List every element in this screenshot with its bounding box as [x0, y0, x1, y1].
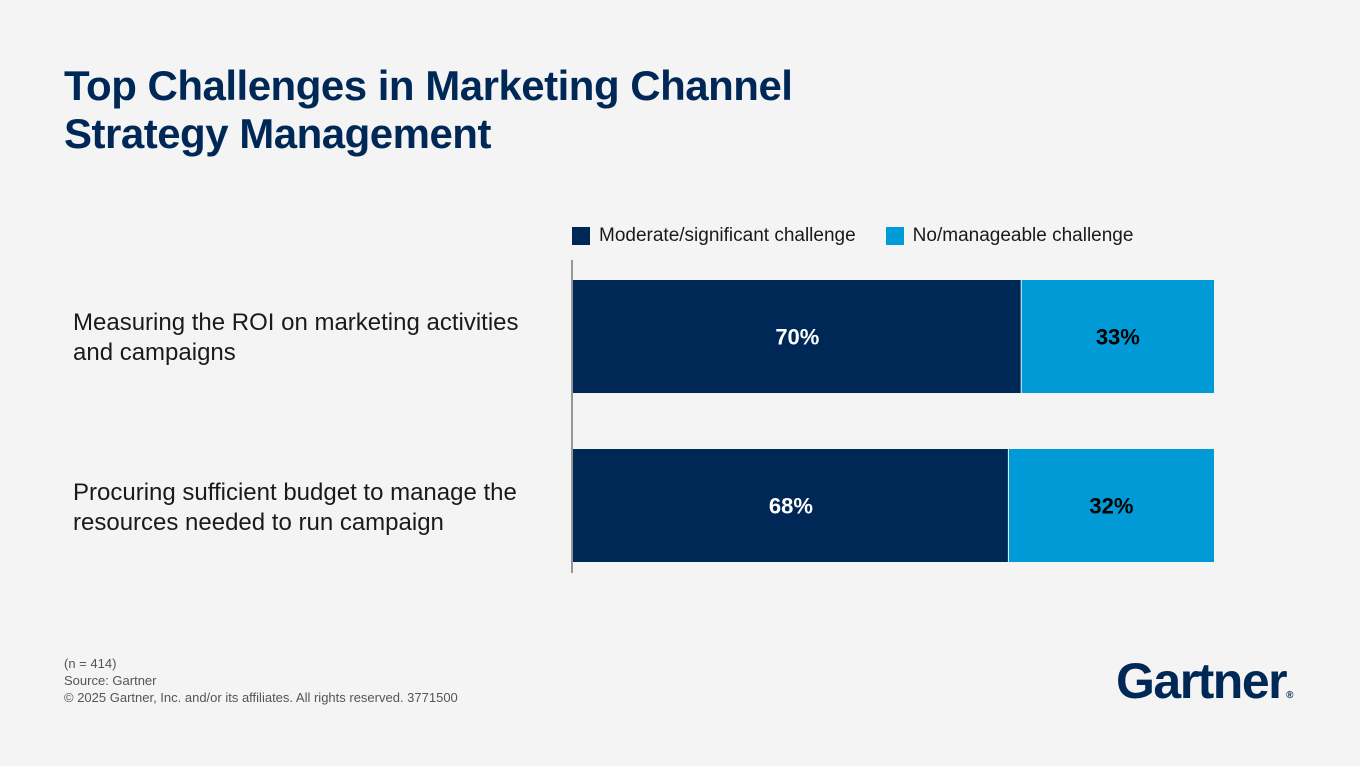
bar-segment — [1021, 280, 1214, 393]
copyright: © 2025 Gartner, Inc. and/or its affiliat… — [64, 690, 458, 705]
bar-segment — [1008, 449, 1214, 562]
data-label: 68% — [769, 494, 813, 519]
legend-label: Moderate/significant challenge — [599, 225, 856, 246]
legend-swatch — [572, 227, 590, 245]
gartner-logo: Gartner® — [1116, 653, 1294, 709]
legend: Moderate/significant challenge No/manage… — [572, 225, 1133, 247]
chart-title: Top Challenges in Marketing Channel Stra… — [64, 62, 793, 157]
legend-swatch — [885, 227, 904, 245]
legend-item-moderate: Moderate/significant challenge — [572, 225, 856, 247]
sample-size: (n = 414) — [64, 656, 117, 671]
data-label: 33% — [1096, 325, 1140, 350]
data-label: 32% — [1089, 494, 1133, 519]
category-label: Procuring sufficient budget to manage th… — [73, 479, 517, 536]
source: Source: Gartner — [64, 673, 157, 688]
data-label: 70% — [775, 325, 819, 350]
category-label: Measuring the ROI on marketing activitie… — [73, 309, 519, 366]
legend-item-manageable: No/manageable challenge — [885, 225, 1134, 247]
footer-notes: (n = 414) Source: Gartner © 2025 Gartner… — [64, 655, 458, 706]
legend-label: No/manageable challenge — [912, 225, 1134, 246]
bar-segment — [573, 449, 1008, 562]
bar-segment — [573, 280, 1021, 393]
